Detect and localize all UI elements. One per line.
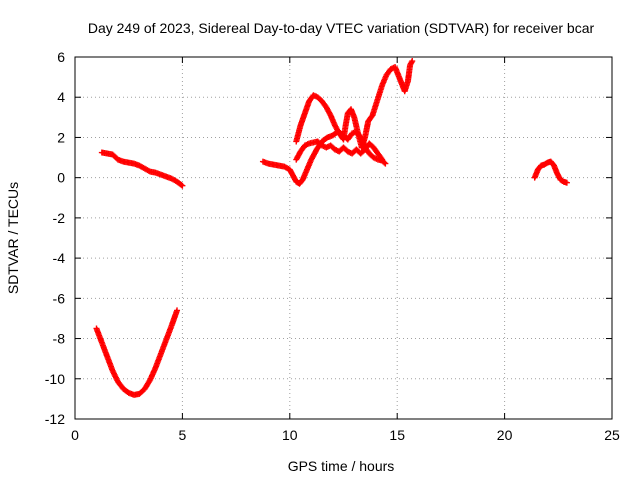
data-point: [178, 181, 185, 188]
series-segment-6: [531, 158, 570, 186]
plot-frame: [74, 56, 613, 420]
y-tick-label: -8: [53, 331, 66, 347]
x-tick-label: 15: [389, 427, 405, 443]
series-segment-1: [98, 149, 186, 189]
y-tick-label: -10: [45, 371, 65, 387]
data-point: [179, 182, 186, 189]
data-point: [563, 179, 570, 186]
x-tick-label: 5: [179, 427, 187, 443]
data-point: [381, 159, 388, 166]
x-axis-label: GPS time / hours: [288, 458, 395, 474]
x-tick-label: 0: [71, 427, 79, 443]
y-tick-label: 0: [57, 170, 65, 186]
data-point: [378, 155, 385, 162]
data-point: [174, 307, 181, 314]
y-tick-label: -2: [53, 210, 66, 226]
y-tick-label: -6: [53, 290, 66, 306]
chart-title: Day 249 of 2023, Sidereal Day-to-day VTE…: [88, 20, 595, 36]
y-axis-label: SDTVAR / TECUs: [5, 182, 21, 294]
y-tick-label: 4: [57, 89, 65, 105]
x-tick-label: 10: [282, 427, 298, 443]
data-point: [409, 58, 416, 65]
y-tick-label: -4: [53, 250, 66, 266]
series-segment-5: [293, 58, 416, 151]
data-point: [382, 160, 389, 167]
y-tick-label: -12: [45, 411, 65, 427]
series-segment-4: [293, 138, 386, 163]
x-tick-label: 20: [497, 427, 513, 443]
series-segment-2: [93, 307, 181, 398]
data-point: [379, 156, 386, 163]
y-tick-label: 2: [57, 129, 65, 145]
x-tick-label: 25: [604, 427, 620, 443]
y-tick-label: 6: [57, 49, 65, 65]
data-series: [93, 58, 570, 398]
axis-ticks: 0 5 10 15 20 25 -12 -10 -8 -6 -4 -2 0 2 4 6: [45, 49, 620, 443]
